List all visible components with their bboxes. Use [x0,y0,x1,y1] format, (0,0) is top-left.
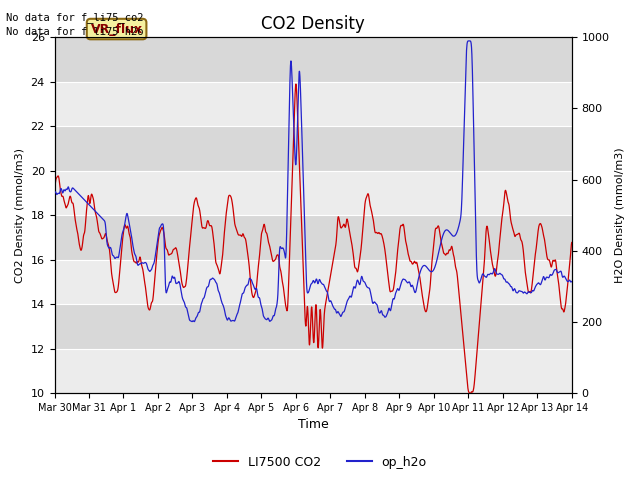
Bar [54,37,572,82]
Y-axis label: H2O Density (mmol/m3): H2O Density (mmol/m3) [615,147,625,283]
Bar [54,260,572,304]
Text: No data for f_li75_h2o: No data for f_li75_h2o [6,26,144,37]
op_h2o [568,278,575,284]
LI7500 CO2 [292,81,300,87]
Text: No data for f_li75_co2: No data for f_li75_co2 [6,12,144,23]
Bar [54,304,572,348]
op_h2o [249,281,257,287]
Legend: LI7500 CO2, op_h2o: LI7500 CO2, op_h2o [209,451,431,474]
Title: CO2 Density: CO2 Density [261,15,365,33]
Line: LI7500 CO2: LI7500 CO2 [54,84,572,393]
op_h2o [140,260,148,266]
Bar [54,215,572,260]
Bar [54,171,572,215]
LI7500 CO2 [109,282,117,288]
LI7500 CO2 [140,277,148,283]
Bar [54,82,572,126]
op_h2o [502,279,510,285]
Bar [54,126,572,171]
Text: VR_flux: VR_flux [90,23,143,36]
op_h2o [188,319,196,324]
LI7500 CO2 [558,306,566,312]
op_h2o [109,253,117,259]
Line: op_h2o: op_h2o [54,41,572,322]
LI7500 CO2 [502,189,510,195]
LI7500 CO2 [249,294,257,300]
Y-axis label: CO2 Density (mmol/m3): CO2 Density (mmol/m3) [15,148,25,283]
X-axis label: Time: Time [298,419,328,432]
LI7500 CO2 [51,184,58,190]
op_h2o [271,307,279,312]
op_h2o [465,38,473,44]
Bar [54,348,572,393]
op_h2o [51,190,58,196]
op_h2o [558,272,566,277]
LI7500 CO2 [466,390,474,396]
LI7500 CO2 [271,257,279,263]
LI7500 CO2 [568,240,575,245]
